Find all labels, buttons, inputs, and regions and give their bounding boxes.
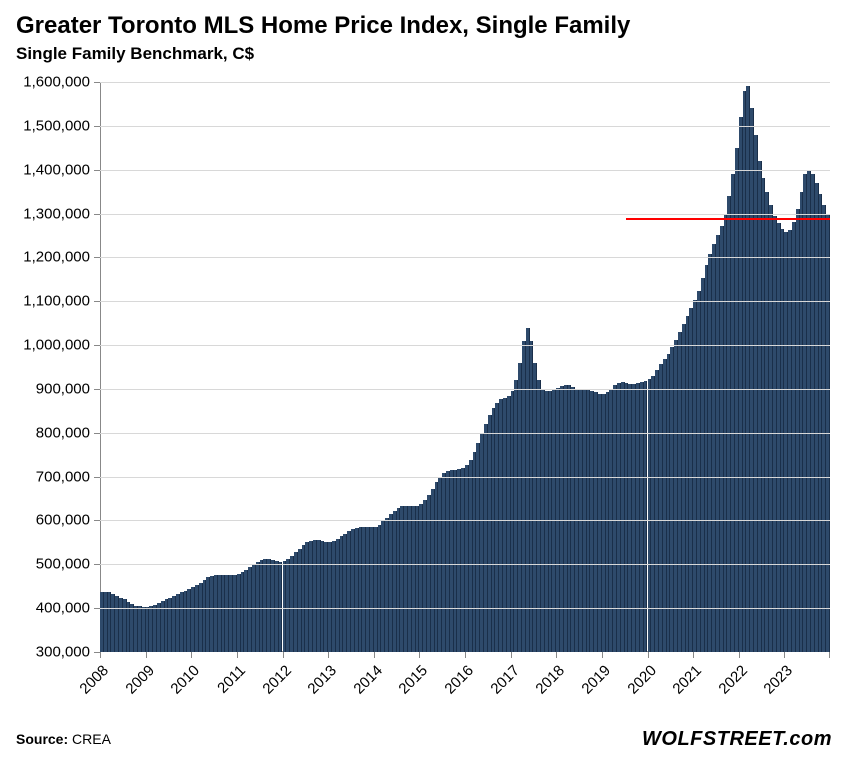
x-tick xyxy=(374,652,375,658)
x-tick xyxy=(328,652,329,658)
y-axis-label: 1,200,000 xyxy=(23,249,90,266)
source-label: Source: xyxy=(16,731,68,747)
chart-container: Greater Toronto MLS Home Price Index, Si… xyxy=(0,0,848,761)
x-tick xyxy=(100,652,101,658)
x-axis-label: 2016 xyxy=(441,662,477,698)
y-axis-label: 700,000 xyxy=(36,468,90,485)
x-axis-label: 2017 xyxy=(487,662,523,698)
x-tick xyxy=(739,652,740,658)
x-axis-label: 2011 xyxy=(214,662,249,697)
x-tick xyxy=(648,652,649,658)
reference-line xyxy=(626,218,830,220)
y-axis-label: 900,000 xyxy=(36,380,90,397)
x-axis-label: 2012 xyxy=(259,662,295,698)
chart-subtitle: Single Family Benchmark, C$ xyxy=(16,44,254,64)
x-tick xyxy=(511,652,512,658)
plot-area: 300,000400,000500,000600,000700,000800,0… xyxy=(100,82,830,652)
x-axis-label: 2014 xyxy=(350,662,386,698)
y-axis-label: 1,300,000 xyxy=(23,205,90,222)
y-axis-label: 1,100,000 xyxy=(23,293,90,310)
y-axis-label: 800,000 xyxy=(36,424,90,441)
x-tick xyxy=(602,652,603,658)
x-tick xyxy=(191,652,192,658)
x-axis-label: 2019 xyxy=(578,662,614,698)
x-axis-label: 2008 xyxy=(76,662,112,698)
x-axis-label: 2013 xyxy=(305,662,341,698)
y-axis-label: 1,600,000 xyxy=(23,74,90,91)
x-tick xyxy=(419,652,420,658)
y-axis-label: 1,500,000 xyxy=(23,117,90,134)
source-attribution: Source: CREA xyxy=(16,731,111,747)
x-tick xyxy=(465,652,466,658)
x-tick xyxy=(784,652,785,658)
x-tick xyxy=(146,652,147,658)
x-axis-label: 2021 xyxy=(670,662,706,698)
watermark: WOLFSTREET.com xyxy=(642,728,832,751)
x-tick xyxy=(829,652,830,658)
x-axis-label: 2018 xyxy=(533,662,569,698)
y-axis-label: 400,000 xyxy=(36,600,90,617)
x-axis-label: 2009 xyxy=(122,662,158,698)
x-tick xyxy=(237,652,238,658)
x-tick xyxy=(693,652,694,658)
x-axis-label: 2020 xyxy=(624,662,660,698)
source-value: CREA xyxy=(72,731,111,747)
y-axis-label: 600,000 xyxy=(36,512,90,529)
x-axis-label: 2015 xyxy=(396,662,432,698)
x-axis-label: 2022 xyxy=(715,662,751,698)
x-axis-label: 2023 xyxy=(761,662,797,698)
y-axis-label: 300,000 xyxy=(36,644,90,661)
x-axis-label: 2010 xyxy=(168,662,204,698)
x-tick xyxy=(283,652,284,658)
y-axis-label: 500,000 xyxy=(36,556,90,573)
chart-title: Greater Toronto MLS Home Price Index, Si… xyxy=(16,12,630,40)
y-axis-label: 1,400,000 xyxy=(23,161,90,178)
y-axis-label: 1,000,000 xyxy=(23,337,90,354)
x-tick xyxy=(556,652,557,658)
reference-line-layer xyxy=(100,82,830,652)
